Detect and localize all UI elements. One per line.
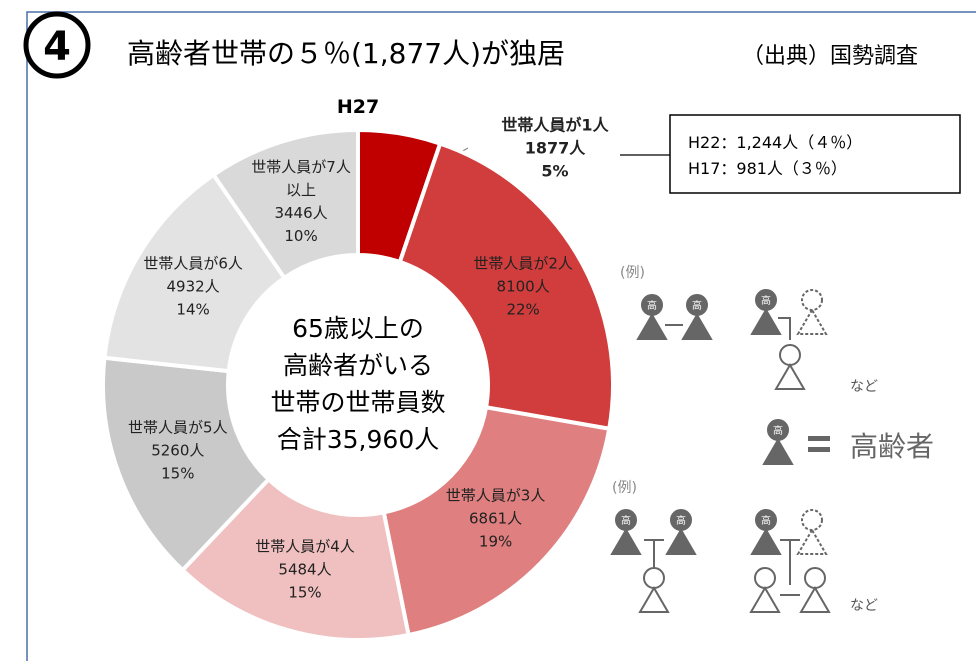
person-label: 高: [761, 514, 771, 527]
category-label: 世帯人員が6人: [143, 254, 243, 273]
percentage-label: 14%: [176, 300, 210, 319]
slice: [102, 172, 288, 374]
person-head: [643, 567, 665, 589]
person-body: [774, 363, 806, 390]
category-label: 世帯人員が2人: [473, 254, 573, 273]
person-head: [804, 567, 826, 589]
slice: [210, 127, 360, 281]
value-label: 3446人: [274, 203, 328, 222]
badge-number: 4: [43, 24, 71, 70]
person-body: [796, 528, 828, 555]
slice-label: 世帯人員が7人 以上 3446人 10%: [251, 156, 351, 248]
frame: [26, 11, 976, 661]
person-body: [665, 528, 697, 555]
percentage-label: 10%: [284, 226, 318, 245]
value-label: 8100人: [496, 277, 550, 296]
person-body: [636, 313, 668, 340]
equals: [808, 447, 830, 452]
value-label: 4932人: [166, 277, 220, 296]
legend-etc: など: [850, 598, 878, 614]
person-body: [749, 586, 781, 613]
legend-example: (例): [620, 265, 645, 281]
badge: [23, 11, 91, 79]
slice: [381, 404, 612, 638]
slice-label: 世帯人員が3人 6861人 19%: [446, 484, 546, 553]
category-label: 世帯人員が4人: [255, 537, 355, 556]
year: H27: [337, 96, 379, 118]
person-head: [801, 509, 823, 531]
slice-label: 世帯人員が1人 1877人 5%: [501, 114, 608, 183]
person-label: 高: [647, 299, 657, 312]
category-label: 世帯人員が7人 以上: [251, 157, 351, 199]
history-box: [669, 114, 961, 194]
person-body: [762, 438, 794, 465]
value-label: 5484人: [278, 560, 332, 579]
person-label: 高: [692, 299, 702, 312]
person-body: [796, 308, 828, 335]
person-label: 高: [761, 294, 771, 307]
person-body: [638, 586, 670, 613]
legend-meaning: 高齢者: [850, 430, 934, 463]
category-label: 世帯人員が5人: [128, 418, 228, 437]
percentage-label: 15%: [161, 464, 195, 483]
person-label: 高: [621, 514, 631, 527]
slice-label: 世帯人員が4人 5484人 15%: [255, 535, 355, 604]
equals: [808, 436, 830, 441]
percentage-label: 19%: [478, 532, 513, 551]
slice: [397, 141, 615, 432]
category-label: 世帯人員が3人: [445, 486, 546, 505]
percentage-label: 22%: [506, 300, 540, 319]
history-line: H22：1,244人（４％）: [688, 133, 862, 152]
value-label: 6861人: [468, 509, 523, 528]
slice: [179, 476, 411, 642]
percentage-label: 15%: [288, 583, 322, 602]
person-body: [681, 313, 713, 340]
link: [644, 539, 664, 570]
history-line: H17：981人（３％）: [688, 159, 847, 178]
legend-etc: など: [850, 379, 878, 395]
value-label: 5260人: [151, 441, 205, 460]
chart-title: 高齢者世帯の５％(1,877人)が独居: [127, 37, 565, 70]
person-head: [801, 289, 823, 311]
legend-example: (例): [612, 480, 637, 496]
category-label: 世帯人員が1人: [501, 115, 609, 135]
percentage-label: 5%: [541, 161, 569, 181]
slice-label: 世帯人員が2人 8100人 22%: [473, 253, 573, 322]
person-head: [754, 567, 776, 589]
slice-label: 世帯人員が5人 5260人 15%: [128, 417, 228, 486]
center-hole: [230, 257, 486, 513]
slice-label: 世帯人員が6人 4932人 14%: [143, 252, 243, 321]
person-body: [750, 528, 782, 555]
center-text: 65歳以上の 高齢者がいる 世帯の世帯員数 合計35,960人: [270, 314, 446, 454]
person-head: [779, 344, 801, 366]
person-body: [750, 308, 782, 335]
link: [780, 539, 800, 596]
source: （出典）国勢調査: [742, 44, 918, 69]
person-body: [799, 586, 831, 613]
person-label: 高: [773, 424, 783, 437]
slice: [101, 355, 272, 573]
link: [778, 317, 791, 340]
value-label: 1877人: [524, 138, 586, 158]
person-label: 高: [676, 514, 686, 527]
person-body: [610, 528, 642, 555]
